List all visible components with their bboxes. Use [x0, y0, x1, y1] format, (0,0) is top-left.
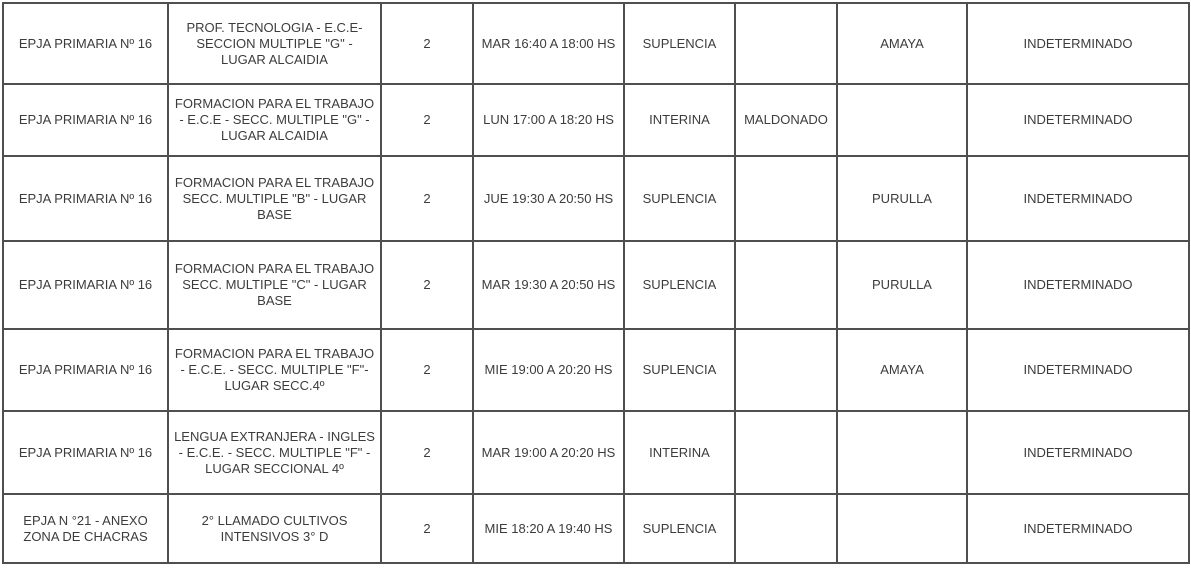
- cell-term: INDETERMINADO: [966, 410, 1190, 495]
- cell-person-a: [734, 328, 838, 412]
- cell-course: FORMACION PARA EL TRABAJO SECC. MULTIPLE…: [167, 155, 382, 242]
- cell-person-b: PURULLA: [836, 155, 968, 242]
- cell-course: LENGUA EXTRANJERA - INGLES - E.C.E. - SE…: [167, 410, 382, 495]
- cell-schedule: MAR 19:00 A 20:20 HS: [472, 410, 625, 495]
- cell-course: 2° LLAMADO CULTIVOS INTENSIVOS 3° D: [167, 493, 382, 564]
- cell-quantity: 2: [380, 410, 474, 495]
- cell-term: INDETERMINADO: [966, 155, 1190, 242]
- table-row: EPJA PRIMARIA Nº 16 FORMACION PARA EL TR…: [2, 83, 1190, 157]
- cell-school: EPJA PRIMARIA Nº 16: [2, 240, 169, 330]
- cell-status: SUPLENCIA: [623, 493, 736, 564]
- table-row: EPJA PRIMARIA Nº 16 PROF. TECNOLOGIA - E…: [2, 2, 1190, 85]
- cell-status: SUPLENCIA: [623, 240, 736, 330]
- table-row: EPJA PRIMARIA Nº 16 FORMACION PARA EL TR…: [2, 328, 1190, 412]
- cell-course: PROF. TECNOLOGIA - E.C.E- SECCION MULTIP…: [167, 2, 382, 85]
- cell-status: INTERINA: [623, 410, 736, 495]
- cell-school: EPJA N °21 - ANEXO ZONA DE CHACRAS: [2, 493, 169, 564]
- cell-quantity: 2: [380, 155, 474, 242]
- cell-schedule: LUN 17:00 A 18:20 HS: [472, 83, 625, 157]
- cell-person-b: PURULLA: [836, 240, 968, 330]
- cell-quantity: 2: [380, 2, 474, 85]
- cell-course: FORMACION PARA EL TRABAJO - E.C.E - SECC…: [167, 83, 382, 157]
- cell-course: FORMACION PARA EL TRABAJO SECC. MULTIPLE…: [167, 240, 382, 330]
- cell-person-b: [836, 493, 968, 564]
- cell-term: INDETERMINADO: [966, 493, 1190, 564]
- cell-term: INDETERMINADO: [966, 240, 1190, 330]
- cell-term: INDETERMINADO: [966, 83, 1190, 157]
- cell-person-b: [836, 83, 968, 157]
- cell-school: EPJA PRIMARIA Nº 16: [2, 155, 169, 242]
- cell-school: EPJA PRIMARIA Nº 16: [2, 328, 169, 412]
- cell-quantity: 2: [380, 493, 474, 564]
- cell-person-a: MALDONADO: [734, 83, 838, 157]
- cell-status: INTERINA: [623, 83, 736, 157]
- cell-person-a: [734, 240, 838, 330]
- cell-schedule: MIE 19:00 A 20:20 HS: [472, 328, 625, 412]
- cell-school: EPJA PRIMARIA Nº 16: [2, 2, 169, 85]
- table-row: EPJA N °21 - ANEXO ZONA DE CHACRAS 2° LL…: [2, 493, 1190, 564]
- cell-person-a: [734, 2, 838, 85]
- cell-school: EPJA PRIMARIA Nº 16: [2, 410, 169, 495]
- cell-person-a: [734, 155, 838, 242]
- table-row: EPJA PRIMARIA Nº 16 FORMACION PARA EL TR…: [2, 240, 1190, 330]
- cell-term: INDETERMINADO: [966, 2, 1190, 85]
- cell-quantity: 2: [380, 83, 474, 157]
- cell-status: SUPLENCIA: [623, 328, 736, 412]
- cell-quantity: 2: [380, 328, 474, 412]
- cell-person-b: AMAYA: [836, 328, 968, 412]
- cell-course: FORMACION PARA EL TRABAJO - E.C.E. - SEC…: [167, 328, 382, 412]
- cell-person-b: AMAYA: [836, 2, 968, 85]
- cell-status: SUPLENCIA: [623, 155, 736, 242]
- cell-schedule: MAR 19:30 A 20:50 HS: [472, 240, 625, 330]
- cell-quantity: 2: [380, 240, 474, 330]
- table-row: EPJA PRIMARIA Nº 16 LENGUA EXTRANJERA - …: [2, 410, 1190, 495]
- cell-term: INDETERMINADO: [966, 328, 1190, 412]
- cell-person-a: [734, 410, 838, 495]
- cell-schedule: MAR 16:40 A 18:00 HS: [472, 2, 625, 85]
- table-row: EPJA PRIMARIA Nº 16 FORMACION PARA EL TR…: [2, 155, 1190, 242]
- cell-schedule: MIE 18:20 A 19:40 HS: [472, 493, 625, 564]
- cell-person-a: [734, 493, 838, 564]
- cell-status: SUPLENCIA: [623, 2, 736, 85]
- cell-school: EPJA PRIMARIA Nº 16: [2, 83, 169, 157]
- cell-schedule: JUE 19:30 A 20:50 HS: [472, 155, 625, 242]
- cell-person-b: [836, 410, 968, 495]
